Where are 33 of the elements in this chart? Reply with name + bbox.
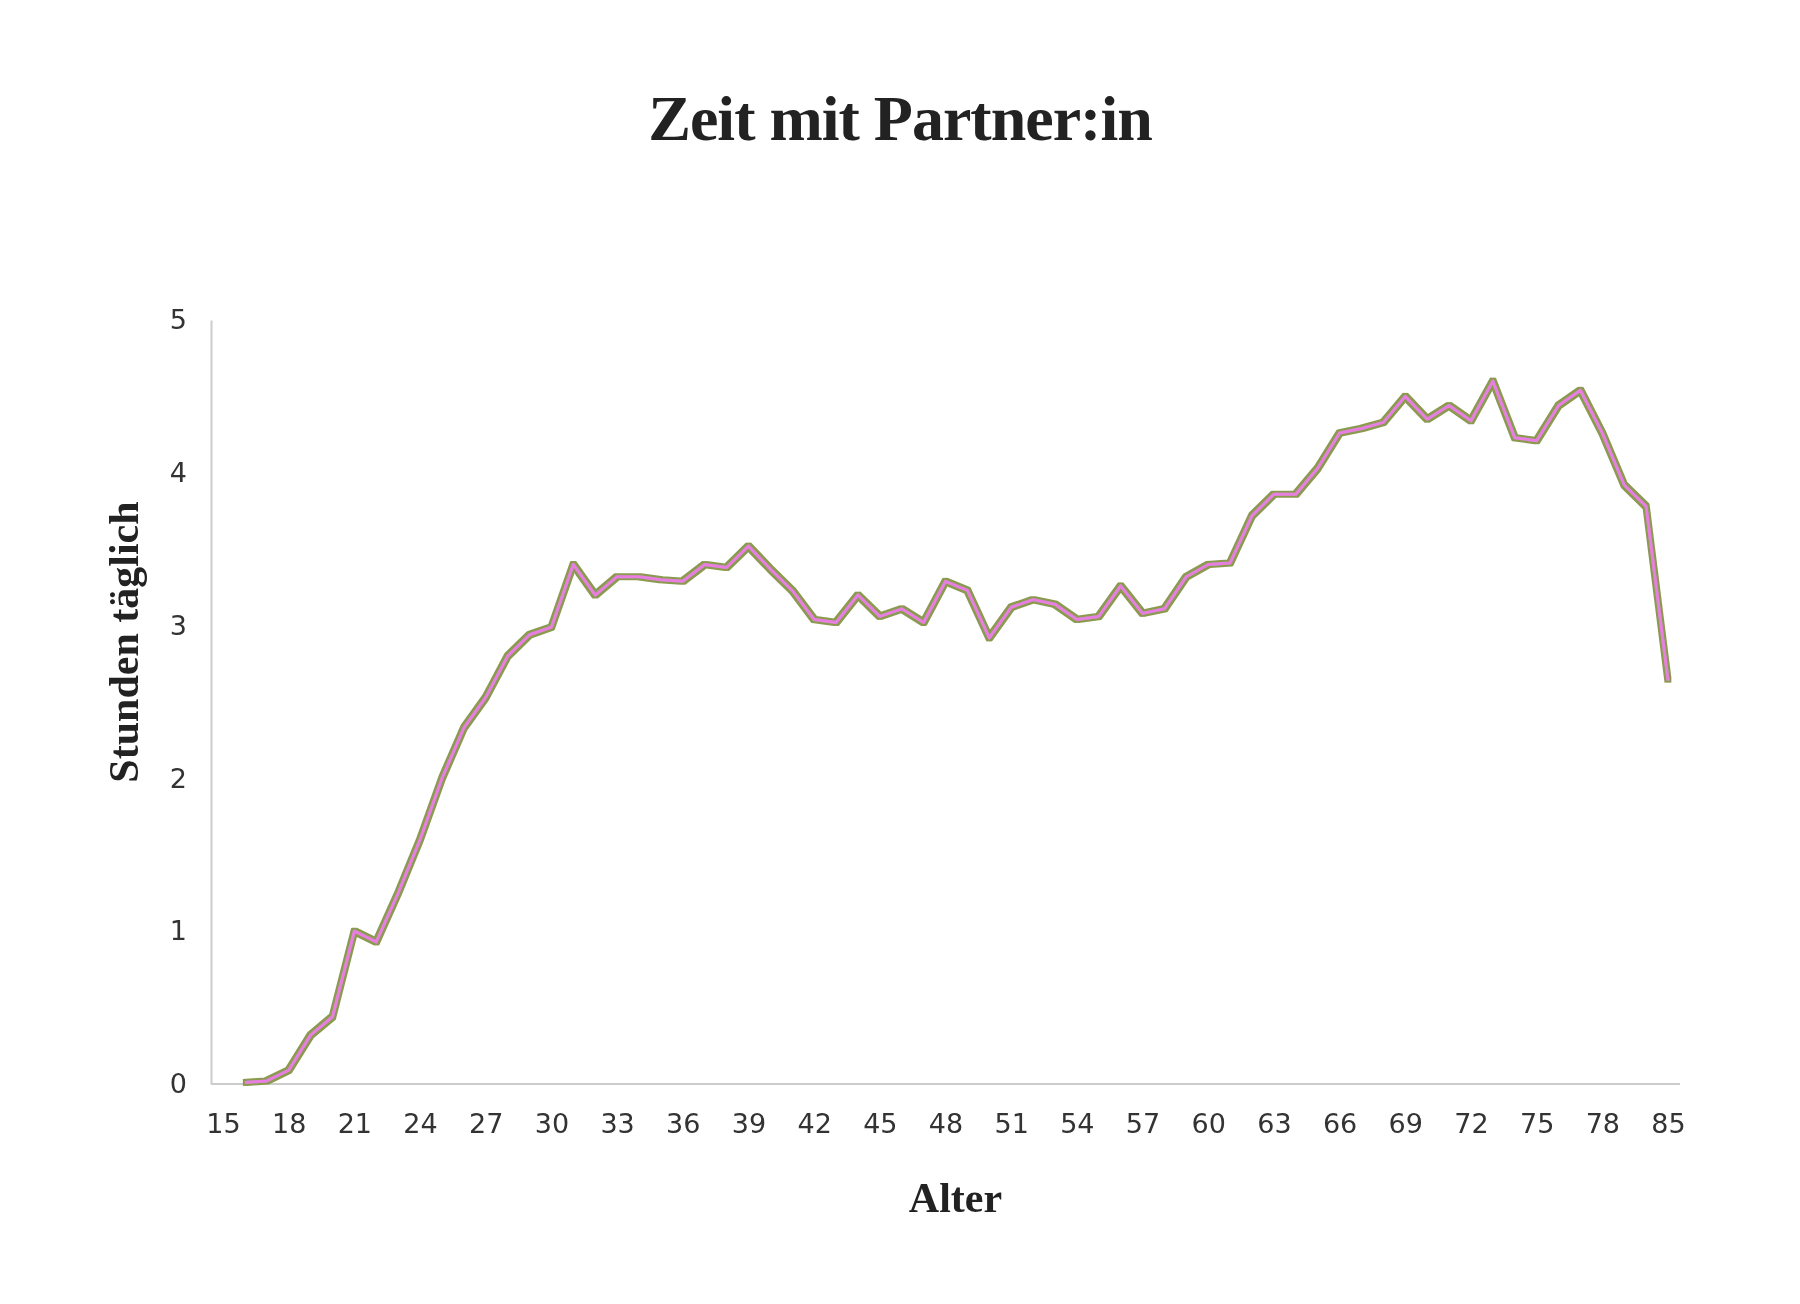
x-tick-label: 33: [600, 1108, 635, 1140]
y-tick-label: 1: [169, 915, 187, 947]
x-tick-label: 18: [272, 1108, 307, 1140]
x-tick-label: 30: [534, 1108, 570, 1140]
x-tick-label: 57: [1125, 1108, 1161, 1140]
x-tick-label: 45: [863, 1108, 898, 1140]
x-tick-label: 63: [1257, 1108, 1292, 1140]
y-axis-title: Stunden täglich: [101, 501, 147, 783]
y-tick-label: 3: [169, 609, 187, 641]
y-tick-label: 5: [169, 304, 187, 336]
y-tick-label: 0: [169, 1068, 187, 1100]
x-tick-label: 69: [1388, 1108, 1423, 1140]
x-tick-label: 85: [1651, 1108, 1686, 1140]
x-tick-label: 66: [1322, 1108, 1358, 1140]
y-tick-label: 2: [169, 762, 187, 794]
x-tick-label: 51: [994, 1108, 1029, 1140]
x-tick-label: 60: [1191, 1108, 1226, 1140]
x-axis-title: Alter: [908, 1175, 1003, 1221]
x-tick-label: 78: [1585, 1108, 1620, 1140]
y-tick-label: 4: [169, 456, 187, 488]
x-tick-label: 42: [797, 1108, 832, 1140]
x-tick-label: 21: [337, 1108, 373, 1140]
x-tick-label: 39: [731, 1108, 767, 1140]
x-tick-label: 27: [469, 1108, 504, 1140]
line-series: [243, 379, 1670, 1084]
x-tick-label: 75: [1519, 1108, 1555, 1140]
chart-title: Zeit mit Partner:in: [648, 83, 1153, 154]
x-tick-label: 15: [206, 1108, 241, 1140]
x-tick-label: 54: [1060, 1108, 1095, 1140]
x-tick-label: 48: [928, 1108, 964, 1140]
x-tick-label: 72: [1454, 1108, 1489, 1140]
x-tick-label: 36: [666, 1108, 701, 1140]
x-tick-label: 24: [403, 1108, 438, 1140]
